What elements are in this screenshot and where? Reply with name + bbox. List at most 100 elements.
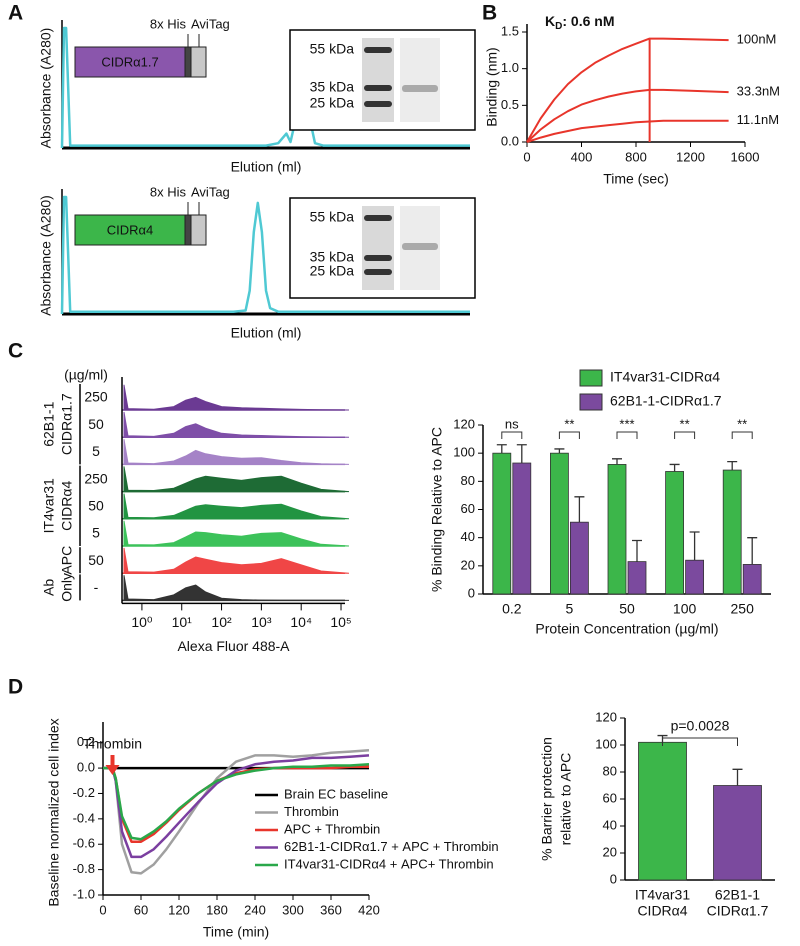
legend-label: 62B1-1-CIDRα1.7 + APC + Thrombin [284,839,499,854]
y-tick-label: 80 [461,473,475,488]
event-label: Thrombin [83,736,142,752]
bar [685,559,704,595]
y-tick-label: 0 [468,585,475,600]
x-tick-label: 100 [673,601,697,617]
x-tick-label: 420 [358,902,380,917]
row-label: 5 [92,443,100,459]
x-tick-label: CIDRα1.7 [707,903,769,919]
significance-bracket [501,431,523,439]
error-bar [727,460,738,471]
panel-label: C [8,340,23,363]
y-tick-label: 60 [461,501,475,516]
tag-label: 8x His [150,184,187,199]
gel-ladder-band [364,47,392,53]
y-tick-label: -0.6 [73,836,95,851]
row-label: 5 [92,525,100,541]
gel-sample-band [402,243,438,250]
error-bar [689,531,700,561]
legend-label: Brain EC baseline [284,786,388,801]
x-tick-label: 50 [619,601,635,617]
series-label: 11.1nM [737,112,779,127]
bar [512,462,532,595]
comparison-bracket [662,737,738,746]
histogram [123,411,350,438]
construct-label: CIDRα4 [107,222,154,237]
legend-swatch [579,393,603,411]
legend-label: IT4var31-CIDRα4 + APC+ Thrombin [284,856,494,871]
bar [713,785,762,881]
construct-domain [74,46,186,78]
x-axis-label: Time (sec) [603,171,669,187]
y-axis-label: Baseline normalized cell index [46,718,62,906]
bar [570,521,589,595]
series-line [103,763,370,841]
histogram [123,547,350,574]
x-tick-label: 800 [625,149,647,164]
kd-value: : 0.6 nM [562,13,614,29]
gel-marker-label: 35 kDa [310,79,355,95]
error-bar [554,448,565,454]
gel-marker-label: 55 kDa [310,209,355,225]
comparison-label: p=0.0028 [671,718,730,734]
unit-label: (µg/ml) [64,367,108,383]
y-tick-label: 60 [603,790,617,805]
bar [638,741,687,881]
group-label: IT4var31 [41,478,57,533]
y-tick-label: 80 [603,763,617,778]
error-bar [612,458,622,465]
y-tick-label: 1.0 [501,60,519,75]
significance-label: ns [505,416,519,431]
significance-bracket [731,431,753,439]
x-tick-label: 400 [571,149,593,164]
y-tick-label: 120 [595,709,617,724]
x-tick-label: 180 [206,902,228,917]
series-line [526,88,729,143]
histogram [123,384,350,411]
gel-sample-band [402,85,438,92]
x-tick-label: 0 [523,149,530,164]
x-tick-label: 10² [211,614,232,630]
y-axis-label: Binding (nm) [484,47,500,126]
x-tick-label: 5 [566,601,574,617]
gel-sample-lane [400,38,440,122]
y-tick-label: -1.0 [73,886,95,901]
legend-label: 62B1-1-CIDRα1.7 [610,393,722,409]
y-axis-label: % Barrier protection [539,737,555,861]
row-label: 250 [84,470,108,486]
series-line [526,37,729,143]
bar [492,452,512,595]
error-bar [732,768,743,786]
kd-subscript: D [555,21,562,32]
significance-bracket [558,431,580,439]
error-bar [496,444,507,454]
y-axis-label: Absorbance (A280) [38,28,54,149]
avi-tag [190,46,207,78]
histogram [123,520,350,547]
x-tick-label: 1200 [676,149,705,164]
legend-swatch [579,369,603,387]
kd-symbol: K [545,13,555,29]
gel-ladder-band [364,215,392,221]
x-tick-label: 60 [134,902,148,917]
gel-ladder-band [364,85,392,91]
y-tick-label: -0.4 [73,810,95,825]
significance-label: ** [680,416,690,431]
histogram [123,493,350,520]
error-bar [669,463,680,472]
significance-label: ** [564,416,574,431]
his-tag [184,46,192,78]
tag-label: AviTag [191,184,230,199]
group-label: 62B1-1 [41,401,57,446]
x-tick-label: 62B1-1 [715,887,760,903]
tag-label: 8x His [150,16,187,31]
y-tick-label: 20 [603,844,617,859]
gel-marker-label: 35 kDa [310,249,355,265]
group-label: CIDRα4 [59,481,75,531]
x-tick-label: 10⁰ [131,614,153,630]
x-tick-label: 0.2 [502,601,522,617]
y-tick-label: 20 [461,557,475,572]
group-label: APC [59,546,75,575]
y-axis-label: Absorbance (A280) [38,195,54,316]
